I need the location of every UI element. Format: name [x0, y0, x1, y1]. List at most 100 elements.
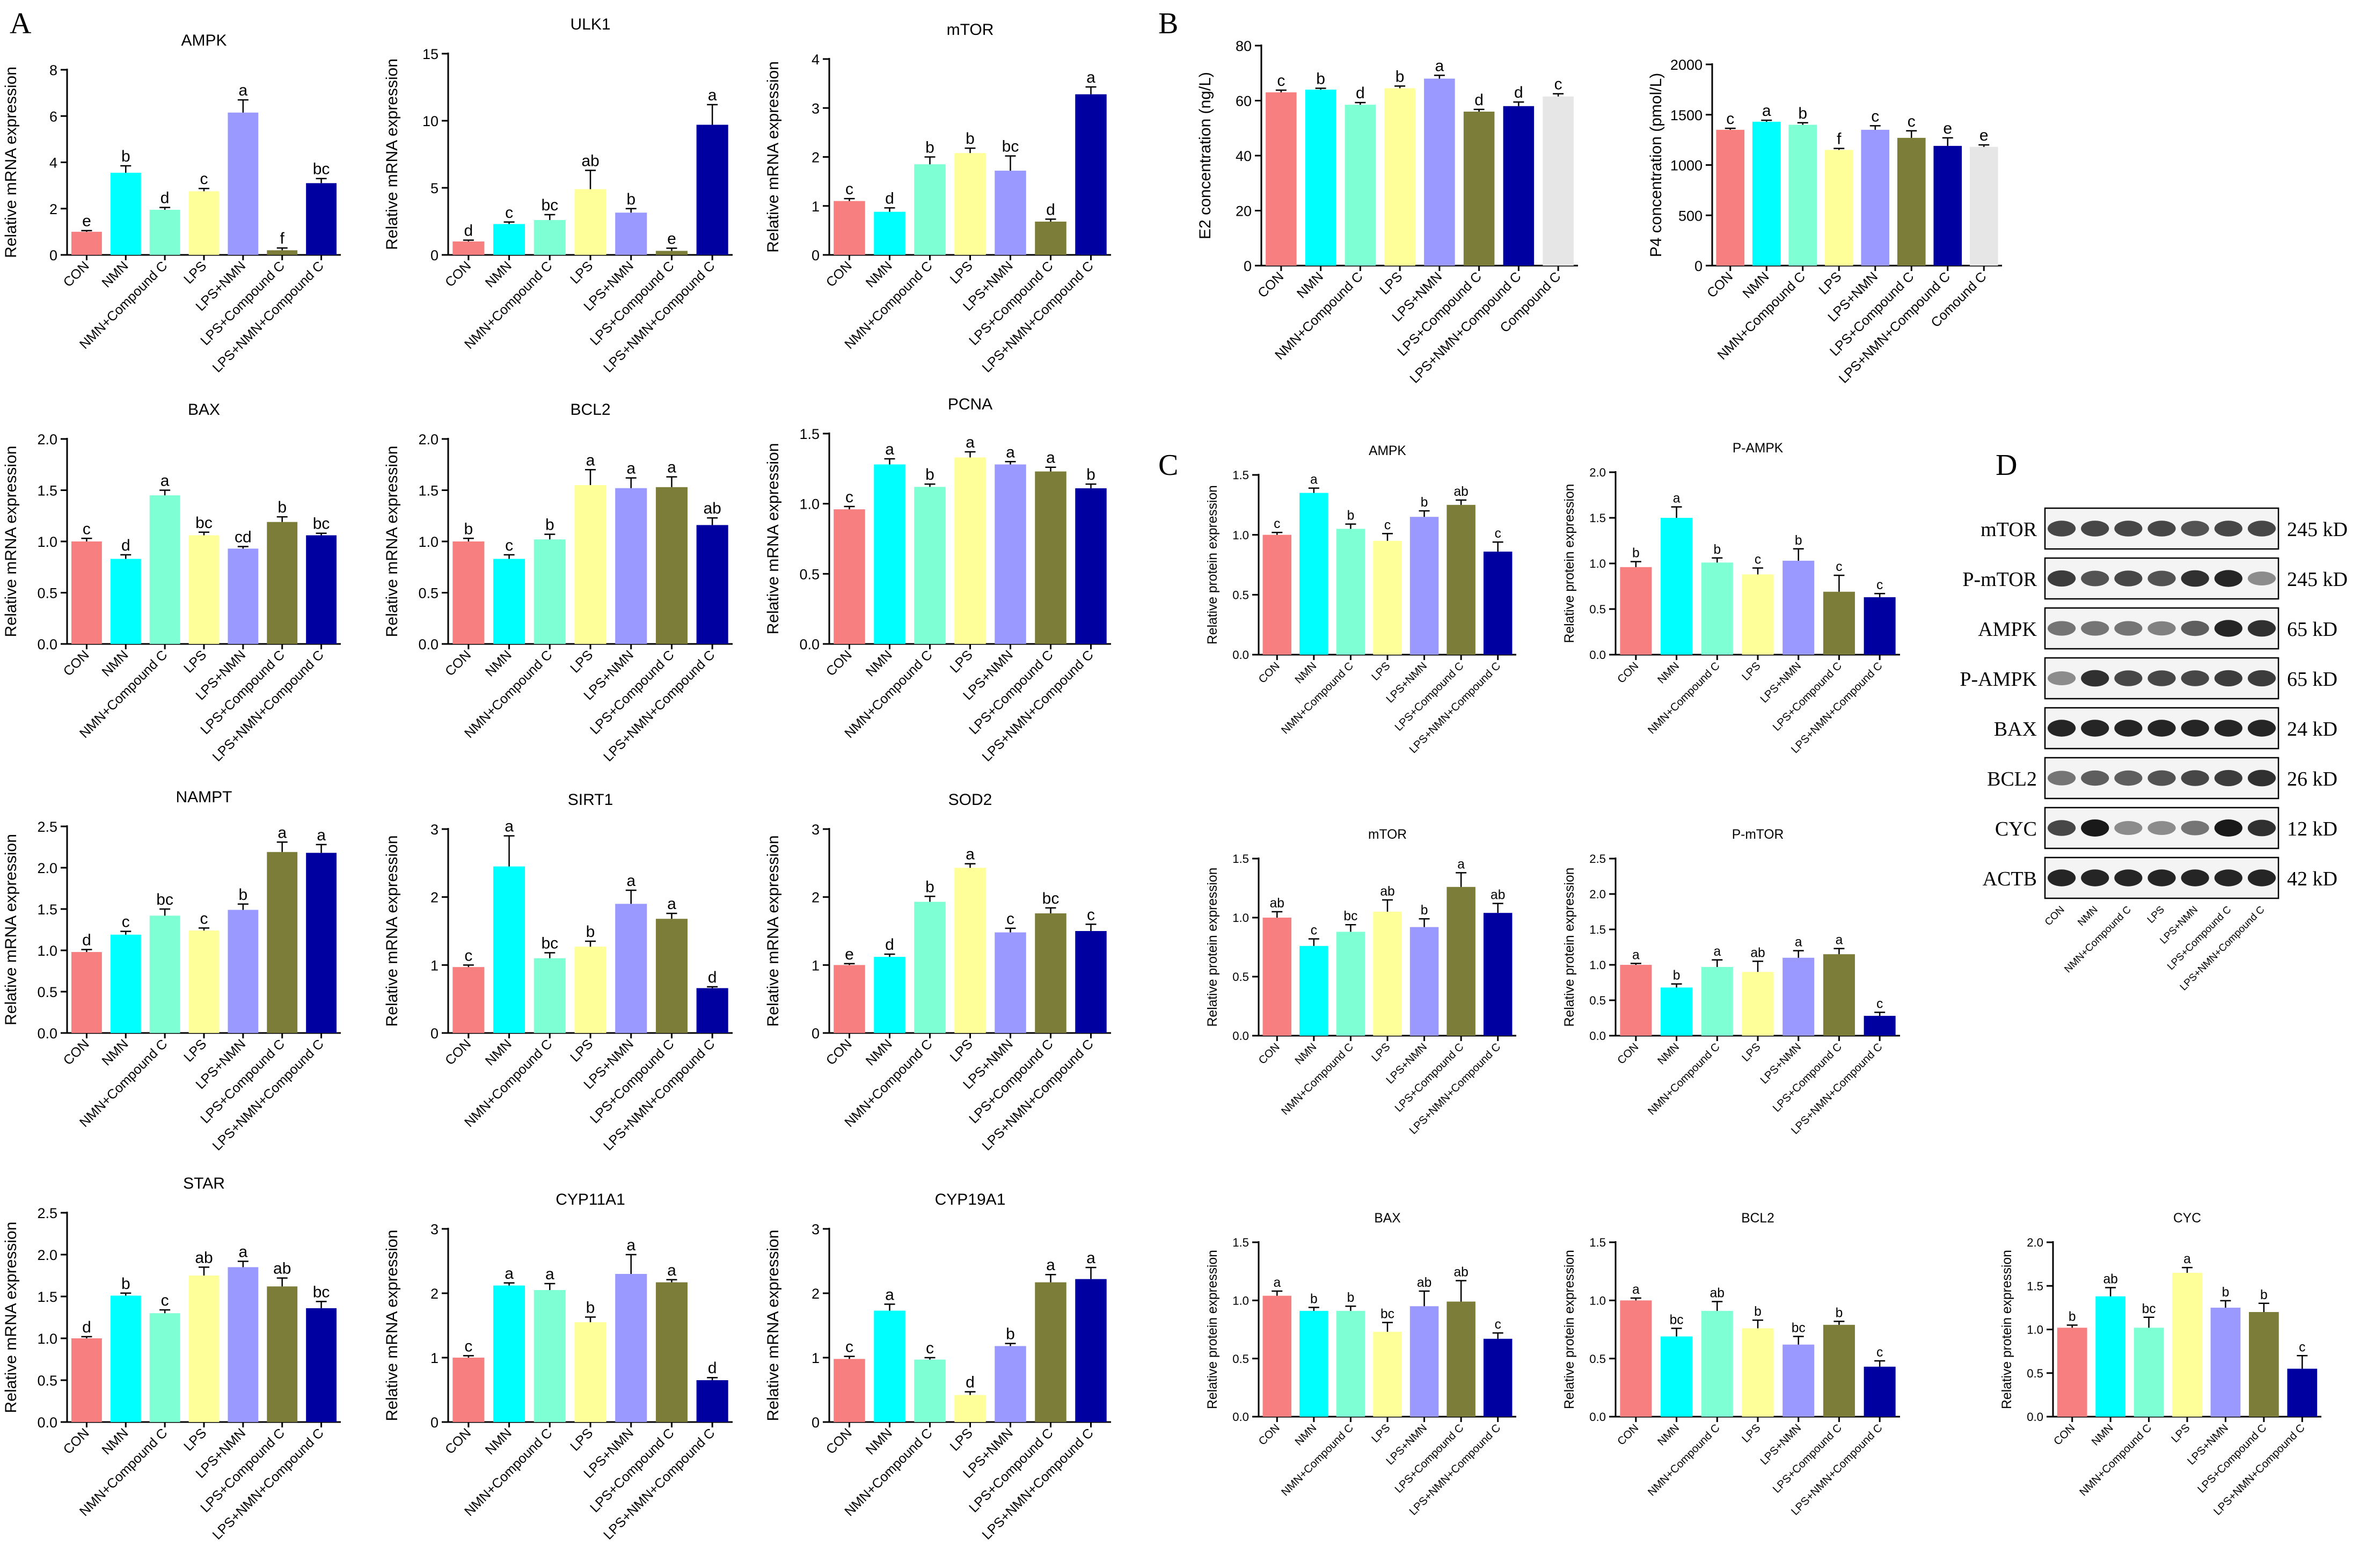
significance-letter: a	[1086, 1249, 1095, 1267]
bar	[1075, 488, 1107, 644]
significance-letter: a	[2183, 1252, 2191, 1266]
x-tick-label: NMN	[1740, 269, 1772, 301]
bar	[149, 495, 180, 644]
significance-letter: d	[966, 1374, 975, 1391]
significance-letter: a	[239, 82, 248, 99]
x-tick-label: NMN	[1292, 660, 1319, 686]
y-tick-label: 1.5	[1589, 923, 1606, 936]
y-tick-label: 1	[430, 957, 439, 973]
blot-protein-label: mTOR	[1981, 518, 2037, 541]
y-tick-label: 1.5	[418, 483, 439, 499]
significance-letter: a	[239, 1243, 248, 1261]
significance-letter: c	[2299, 1340, 2305, 1354]
x-tick-label: NMN+Compound C	[1646, 660, 1722, 736]
x-tick-label: LPS	[567, 1036, 596, 1065]
significance-letter: b	[1836, 1306, 1843, 1320]
x-tick-label: CON	[442, 258, 474, 290]
bar	[1262, 1295, 1292, 1417]
significance-letter: ab	[1417, 1276, 1431, 1290]
y-tick-label: 2.0	[37, 431, 57, 448]
significance-letter: a	[545, 1265, 554, 1283]
significance-letter: b	[925, 139, 934, 157]
significance-letter: a	[1713, 944, 1721, 959]
x-tick-label: CON	[61, 647, 92, 679]
chart-title: CYP19A1	[935, 1191, 1006, 1208]
bar	[655, 487, 688, 644]
bar	[1446, 1301, 1475, 1417]
y-axis-label: P4 concentration (pmol/L)	[1647, 73, 1665, 258]
blot-lane-label: NMN+Compound C	[2062, 904, 2133, 975]
bar	[1446, 504, 1475, 655]
significance-letter: a	[1086, 69, 1095, 86]
bar	[1075, 94, 1107, 255]
blot-kd-label: 12 kD	[2287, 818, 2337, 840]
significance-letter: d	[885, 189, 894, 207]
blot-lane-label: CON	[2043, 904, 2067, 928]
bar	[1345, 105, 1376, 266]
y-tick-label: 1.0	[1589, 557, 1606, 570]
blot-kd-label: 245 kD	[2287, 518, 2348, 541]
significance-letter: a	[966, 846, 975, 863]
y-tick-label: 2	[430, 890, 439, 906]
chart-title: AMPK	[181, 32, 227, 49]
blot-band	[2214, 620, 2242, 637]
significance-letter: b	[1795, 533, 1802, 548]
blot-band	[2047, 720, 2076, 737]
significance-letter: e	[1943, 120, 1952, 137]
y-tick-label: 0.5	[1589, 1352, 1606, 1366]
bar	[1742, 1328, 1774, 1417]
significance-letter: c	[1384, 518, 1391, 532]
blot-band	[2081, 521, 2109, 537]
significance-letter: c	[845, 488, 853, 506]
chart-c-bax: BAX Relative protein expression 0.0 0.5 1.0 1…	[1206, 1211, 1516, 1518]
x-tick-label: NMN+Compound C	[2077, 1422, 2154, 1498]
y-tick-label: 4	[812, 52, 820, 68]
significance-letter: a	[966, 434, 975, 451]
x-tick-label: CON	[823, 1425, 855, 1457]
blot-band	[2047, 671, 2076, 685]
chart-title: BCL2	[1741, 1211, 1774, 1226]
bar	[2287, 1368, 2318, 1417]
bar	[1424, 78, 1455, 266]
significance-letter: a	[317, 826, 326, 844]
y-tick-label: 0.0	[1232, 1029, 1249, 1043]
y-tick-label: 0.5	[37, 984, 57, 1000]
bar	[1864, 597, 1896, 655]
significance-letter: ab	[1270, 896, 1284, 911]
chart-a-bcl2: BCL2 Relative mRNA expression 0.0 0.5 1.0 1.5…	[383, 401, 733, 765]
x-tick-label: CON	[442, 647, 474, 679]
y-tick-label: 0.5	[2027, 1367, 2043, 1380]
bar	[71, 1338, 102, 1422]
bar	[954, 457, 986, 644]
x-tick-label: NMN	[99, 1425, 131, 1457]
y-tick-label: 3	[430, 822, 439, 838]
significance-letter: a	[667, 459, 676, 477]
bar	[306, 535, 337, 644]
significance-letter: a	[885, 441, 894, 458]
bar	[914, 164, 946, 255]
significance-letter: bc	[313, 1283, 330, 1301]
blot-band	[2147, 869, 2176, 886]
bar	[615, 488, 647, 644]
significance-letter: a	[1762, 102, 1771, 120]
significance-letter: a	[1632, 948, 1640, 962]
significance-letter: d	[885, 936, 894, 954]
bar	[2057, 1328, 2087, 1417]
significance-letter: c	[122, 913, 130, 931]
bar	[1701, 966, 1733, 1036]
blot-band	[2147, 621, 2176, 636]
bar	[188, 930, 220, 1033]
bar	[188, 191, 220, 255]
chart-title: CYC	[2173, 1211, 2201, 1226]
blot-band	[2081, 770, 2109, 786]
bar	[2134, 1328, 2164, 1417]
y-tick-label: 2.0	[1589, 888, 1606, 901]
y-axis-label: Relative mRNA expression	[383, 446, 401, 638]
blot-band	[2081, 621, 2109, 636]
bar	[1446, 886, 1475, 1036]
chart-title: P-AMPK	[1733, 441, 1784, 456]
significance-letter: c	[1311, 924, 1317, 938]
significance-letter: a	[626, 872, 635, 890]
bar	[655, 251, 688, 255]
bar	[1782, 560, 1815, 655]
